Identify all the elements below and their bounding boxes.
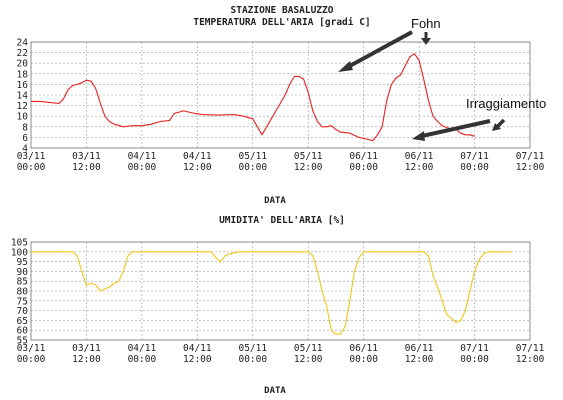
hum-y-tick-label: 70 (17, 306, 29, 317)
temp-x-tick-label: 06/11 00:00 (349, 151, 378, 173)
hum-x-tick-label: 07/11 00:00 (460, 343, 489, 365)
temp-x-tick-label: 03/11 00:00 (17, 151, 46, 173)
hum-x-tick-label: 05/11 12:00 (294, 343, 323, 365)
hum-y-tick-label: 65 (17, 316, 28, 327)
hum-y-tick-label: 75 (17, 296, 28, 307)
temp-y-tick-label: 12 (17, 101, 28, 112)
hum-y-tick-label: 105 (11, 238, 28, 249)
fohn-label: Fohn (411, 16, 441, 31)
hum-x-tick-label: 07/11 12:00 (516, 343, 545, 365)
temp-y-tick-label: 16 (17, 80, 29, 91)
temp-x-tick-label: 07/11 12:00 (516, 151, 545, 173)
humidity-chart-title: UMIDITA' DELL'ARIA [%] (219, 215, 345, 226)
temp-y-tick-label: 24 (17, 38, 29, 49)
station-title: STAZIONE BASALUZZO (231, 5, 334, 16)
hum-x-tick-label: 06/11 12:00 (405, 343, 434, 365)
fohn-arrow-left (345, 30, 413, 70)
irraggiamento-arrowhead-left (412, 131, 425, 141)
irraggiamento-arrow-small (495, 118, 506, 129)
hum-y-tick-label: 55 (17, 336, 28, 347)
hum-y-tick-label: 90 (17, 267, 29, 278)
hum-x-tick-label: 06/11 00:00 (349, 343, 378, 365)
temp-x-tick-label: 06/11 12:00 (405, 151, 434, 173)
temp-y-tick-label: 22 (17, 48, 28, 59)
irraggiamento-arrowhead-small (492, 123, 501, 131)
hum-y-tick-label: 100 (11, 247, 28, 258)
humidity-x-axis-label: DATA (264, 386, 286, 396)
temp-x-tick-label: 04/11 12:00 (183, 151, 212, 173)
fohn-arrowhead-left (338, 61, 353, 72)
hum-y-tick-label: 80 (17, 287, 29, 298)
temp-x-tick-label: 07/11 00:00 (460, 151, 489, 173)
irraggiamento-annotation: Irraggiamento (412, 96, 546, 141)
temp-y-tick-label: 8 (22, 122, 28, 133)
temp-x-tick-label: 05/11 12:00 (294, 151, 323, 173)
irraggiamento-arrow-left (421, 119, 491, 138)
hum-x-tick-label: 05/11 00:00 (238, 343, 267, 365)
temperature-x-axis-label: DATA (264, 196, 286, 206)
hum-series-line (31, 251, 512, 335)
fohn-annotation: Fohn (338, 16, 441, 72)
temperature-chart-title: TEMPERATURA DELL'ARIA [gradi C] (193, 17, 370, 28)
temp-y-tick-label: 6 (22, 133, 28, 144)
temp-y-tick-label: 20 (17, 59, 29, 70)
temp-x-tick-label: 05/11 00:00 (238, 151, 267, 173)
hum-x-tick-label: 03/11 00:00 (17, 343, 46, 365)
temp-y-tick-label: 14 (17, 91, 29, 102)
temp-x-tick-label: 04/11 00:00 (128, 151, 157, 173)
hum-x-tick-label: 04/11 12:00 (183, 343, 212, 365)
hum-plot-frame (30, 241, 531, 341)
temp-y-tick-label: 10 (17, 112, 29, 123)
hum-y-tick-label: 95 (17, 257, 28, 268)
temp-y-tick-label: 4 (22, 144, 28, 155)
temp-series-line (31, 53, 475, 142)
hum-x-tick-label: 03/11 12:00 (72, 343, 101, 365)
hum-y-tick-label: 85 (17, 277, 28, 288)
temp-y-tick-label: 18 (17, 69, 29, 80)
temp-x-tick-label: 03/11 12:00 (72, 151, 101, 173)
hum-x-tick-label: 04/11 00:00 (128, 343, 157, 365)
temp-plot-frame (30, 41, 531, 149)
fohn-arrowhead-down (421, 38, 431, 45)
hum-y-tick-label: 60 (17, 326, 29, 337)
irraggiamento-label: Irraggiamento (466, 96, 546, 111)
